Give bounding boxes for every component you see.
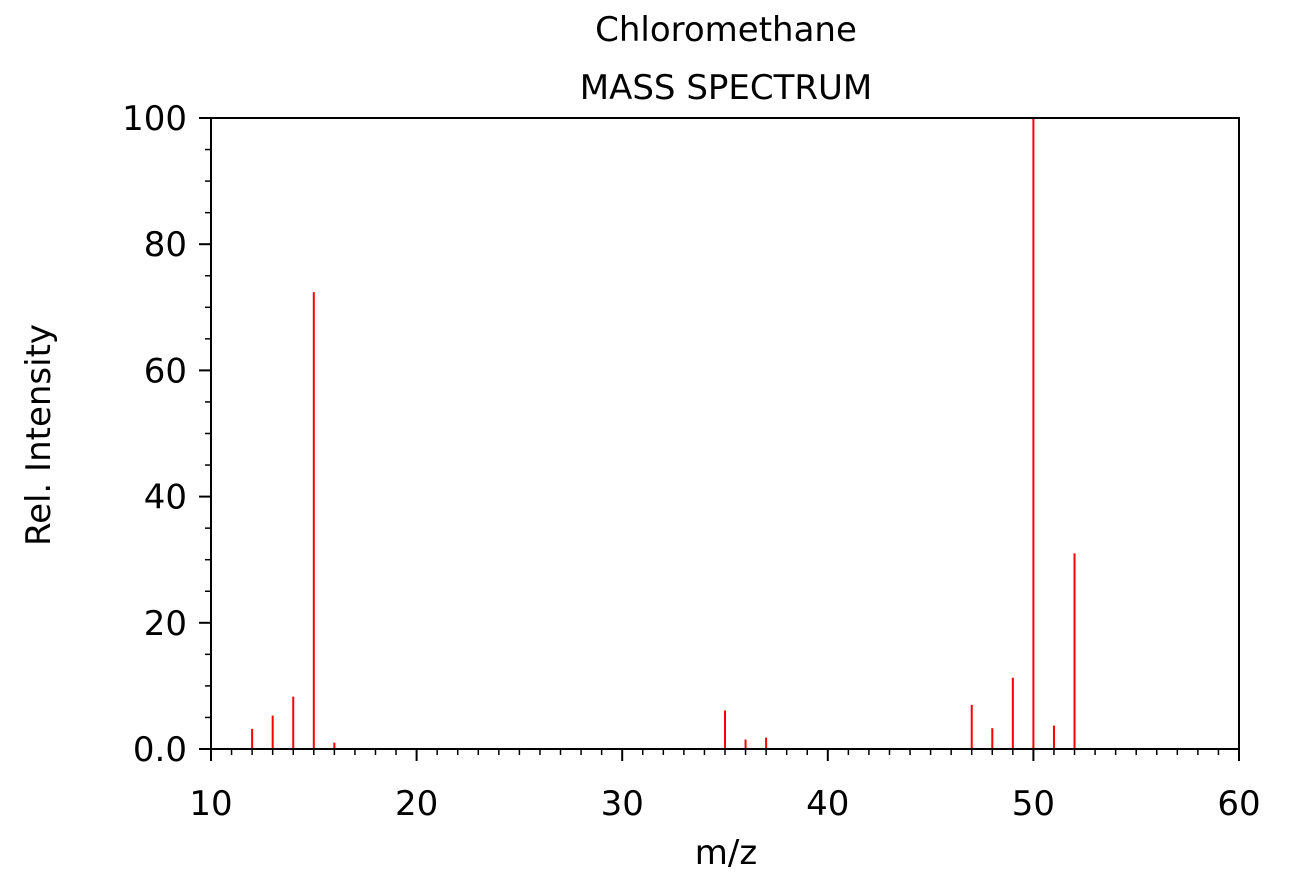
y-tick-label: 60: [144, 351, 187, 391]
x-tick-label: 50: [1012, 784, 1055, 824]
minor-ticks: [205, 148, 1220, 755]
y-tick-label: 0.0: [133, 730, 187, 770]
chart-subtitle: MASS SPECTRUM: [580, 68, 873, 108]
x-tick-label: 60: [1217, 784, 1260, 824]
tick-labels: 10 20 30 40 50 60 0.0 20 40 60 80 100: [122, 99, 1261, 824]
y-tick-label: 80: [144, 225, 187, 265]
x-tick-label: 20: [395, 784, 438, 824]
major-ticks: [199, 117, 1240, 761]
y-tick-label: 40: [144, 478, 187, 518]
spectrum-peaks: [251, 118, 1076, 749]
y-tick-label: 100: [122, 99, 187, 139]
x-axis-label: m/z: [695, 833, 757, 873]
y-tick-label: 20: [144, 604, 187, 644]
x-tick-label: 40: [806, 784, 849, 824]
y-axis-label: Rel. Intensity: [19, 324, 59, 546]
x-tick-label: 10: [189, 784, 232, 824]
x-tick-label: 30: [601, 784, 644, 824]
plot-frame: [210, 117, 1240, 750]
chart-title: Chloromethane: [595, 10, 857, 50]
